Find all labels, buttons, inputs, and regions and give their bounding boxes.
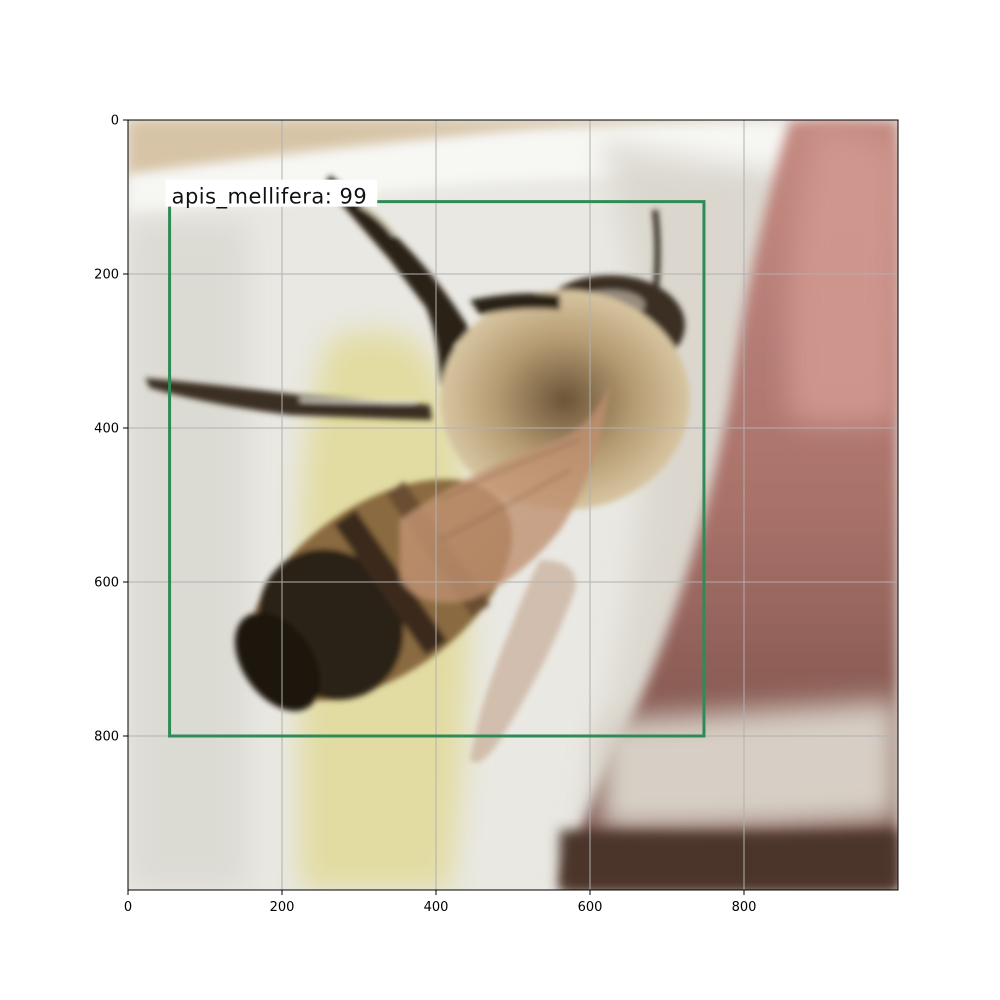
y-tick-label: 800 bbox=[94, 730, 119, 745]
x-tick-label: 400 bbox=[424, 900, 449, 915]
y-tick-label: 400 bbox=[94, 422, 119, 437]
y-tick-label: 200 bbox=[94, 268, 119, 283]
x-tick-label: 200 bbox=[270, 900, 295, 915]
x-tick-label: 0 bbox=[124, 900, 132, 915]
x-axis: 0 200 400 600 800 bbox=[124, 890, 757, 915]
y-tick-label: 0 bbox=[111, 114, 119, 129]
y-axis: 0 200 400 600 800 bbox=[94, 114, 128, 745]
y-tick-label: 600 bbox=[94, 576, 119, 591]
x-tick-label: 800 bbox=[732, 900, 757, 915]
detection-label: apis_mellifera: 99 bbox=[172, 185, 368, 210]
honeybee-photo bbox=[128, 120, 898, 890]
x-tick-label: 600 bbox=[578, 900, 603, 915]
